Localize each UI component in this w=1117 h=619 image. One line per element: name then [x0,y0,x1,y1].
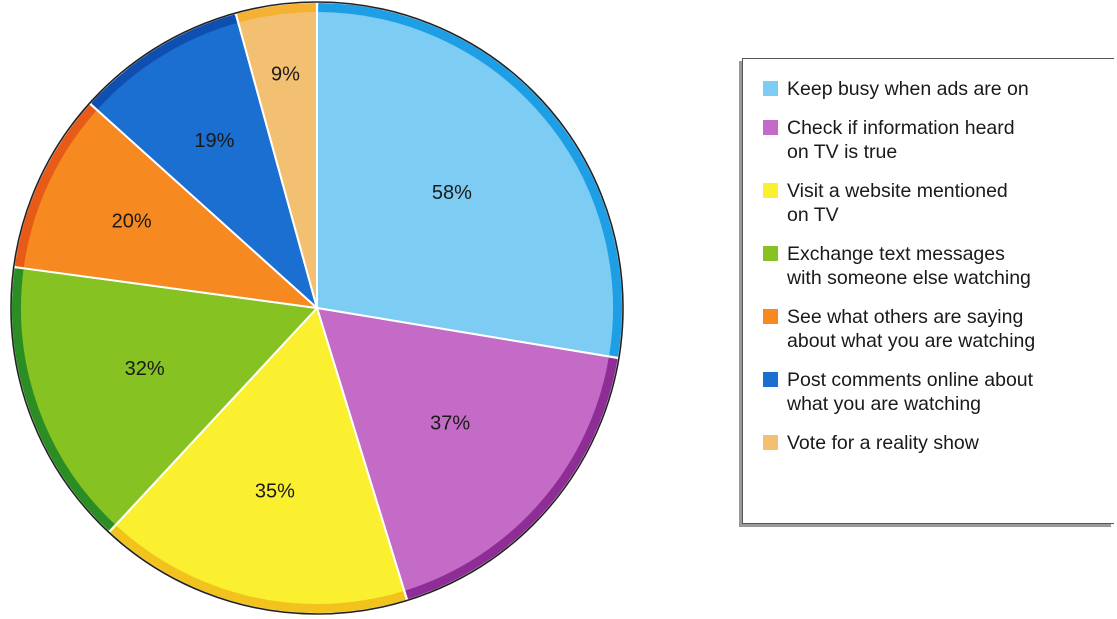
legend-label: Visit a website mentioned on TV [787,180,1008,226]
legend-swatch [763,183,778,198]
legend: Keep busy when ads are on Check if infor… [742,58,1114,524]
pie-slice-rim [91,14,238,109]
pie-slice-rim [110,525,406,613]
pie-slice-rim [318,3,622,357]
pie-slice-label: 32% [125,358,165,380]
legend-label: Check if information heard on TV is true [787,117,1015,163]
legend-item: Check if information heard on TV is true [763,116,1114,164]
legend-swatch [763,246,778,261]
pie-slice-label: 19% [194,130,234,152]
legend-swatch [763,435,778,450]
legend-label: Exchange text messages with someone else… [787,243,1031,289]
pie-slice-label: 58% [432,182,472,204]
pie-slice-rim [405,357,618,600]
legend-item: Exchange text messages with someone else… [763,242,1114,290]
pie-outline [10,1,624,615]
legend-swatch [763,372,778,387]
pie-slice-label: 37% [430,413,470,435]
pie-slice-label: 35% [255,481,295,503]
legend-item: Vote for a reality show [763,431,1114,455]
pie-slices [11,1,623,614]
pie-slice [316,1,623,360]
legend-label: Keep busy when ads are on [787,78,1029,100]
legend-label: See what others are saying about what yo… [787,306,1036,352]
pie-slice-label: 9% [271,64,300,86]
pie-slice-rim [237,3,316,23]
legend-swatch [763,81,778,96]
pie-chart: 58% 37% 35% 32% 20% 19% 9% [10,1,624,615]
pie-slice-label: 20% [112,210,152,232]
pie-slice-rim [12,268,115,531]
legend-item: Keep busy when ads are on [763,77,1114,101]
legend-swatch [763,120,778,135]
legend-label: Post comments online about what you are … [787,369,1034,415]
pie-slice-labels: 58% 37% 35% 32% 20% 19% 9% [112,64,473,503]
legend-item: Visit a website mentioned on TV [763,179,1114,227]
pie-slice-rim [14,104,97,267]
legend-item: Post comments online about what you are … [763,368,1114,416]
legend-item: See what others are saying about what yo… [763,305,1114,353]
legend-label: Vote for a reality show [787,432,979,454]
legend-swatch [763,309,778,324]
